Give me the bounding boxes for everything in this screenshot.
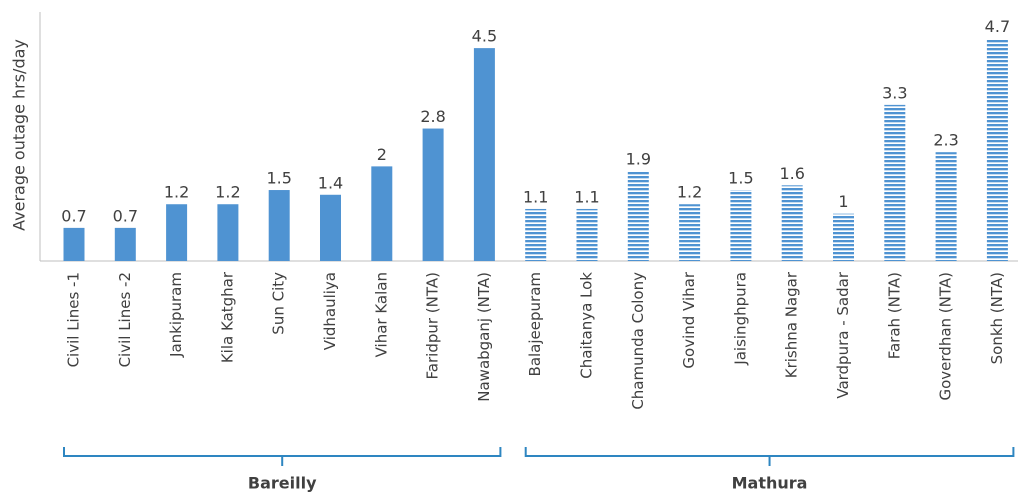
- bar: [166, 204, 188, 261]
- bar: [679, 204, 701, 261]
- x-tick-label: Sun City: [270, 272, 288, 335]
- bar: [114, 227, 136, 261]
- group-label: Bareilly: [248, 474, 317, 493]
- bar: [422, 128, 444, 261]
- data-label: 1.2: [215, 183, 240, 202]
- x-tick-label: Jankipuram: [167, 272, 185, 358]
- data-label: 1.9: [626, 150, 651, 169]
- bar: [320, 194, 341, 261]
- data-label: 1.2: [164, 183, 189, 202]
- y-axis-label: Average outage hrs/day: [10, 39, 29, 231]
- x-tick-label: Sonkh (NTA): [988, 272, 1006, 364]
- data-label: 1: [838, 192, 848, 211]
- bar: [627, 171, 649, 261]
- data-label: 4.7: [985, 17, 1010, 36]
- data-label: 1.1: [523, 187, 548, 206]
- x-tick-label: Balajeepuram: [526, 272, 544, 376]
- group-bracket: [63, 447, 502, 466]
- x-tick-label: Chamunda Colony: [629, 272, 647, 410]
- data-label: 1.4: [318, 173, 343, 192]
- bar: [525, 208, 547, 261]
- data-label: 2: [377, 145, 387, 164]
- data-label: 1.2: [677, 183, 702, 202]
- bar: [576, 208, 598, 261]
- bar: [986, 38, 1008, 262]
- x-tick-label: Civil Lines -2: [116, 272, 134, 367]
- x-tick-label: Civil Lines -1: [65, 272, 83, 367]
- bar: [833, 213, 854, 261]
- x-tick-label: Vihar Kalan: [372, 272, 390, 357]
- x-tick-label: Kila Katghar: [218, 271, 236, 363]
- bar: [63, 227, 85, 261]
- data-label: 1.6: [779, 164, 804, 183]
- x-tick-label: Nawabganj (NTA): [475, 272, 493, 402]
- data-label: 4.5: [472, 27, 497, 46]
- x-tick-label: Chaitanya Lok: [578, 272, 596, 379]
- data-label: 2.8: [420, 107, 445, 126]
- x-tick-label: Vardpura - Sadar: [834, 271, 852, 398]
- bar: [935, 152, 957, 261]
- x-tick-label: Faridpur (NTA): [424, 272, 442, 379]
- data-label: 3.3: [882, 83, 907, 102]
- data-label: 1.5: [728, 169, 753, 188]
- x-tick-label: Farah (NTA): [885, 272, 903, 359]
- x-tick-label: Govind Vihar: [680, 271, 698, 368]
- bar: [473, 48, 495, 261]
- bar: [217, 204, 239, 261]
- bar: [781, 185, 803, 261]
- group-bracket: [524, 447, 1015, 466]
- data-label: 0.7: [61, 206, 86, 225]
- data-label: 0.7: [113, 206, 138, 225]
- data-label: 1.1: [574, 187, 599, 206]
- x-tick-label: Vidhauliya: [321, 272, 339, 350]
- x-tick-label: Krishna Nagar: [783, 271, 801, 378]
- group-label: Mathura: [732, 474, 808, 493]
- bar: [730, 190, 752, 261]
- data-label: 1.5: [266, 169, 291, 188]
- x-tick-label: Goverdhan (NTA): [937, 272, 955, 401]
- bar: [371, 166, 393, 261]
- bar: [884, 104, 906, 261]
- bar: [268, 190, 290, 261]
- x-tick-label: Jaisinghpura: [731, 272, 749, 366]
- data-label: 2.3: [933, 131, 958, 150]
